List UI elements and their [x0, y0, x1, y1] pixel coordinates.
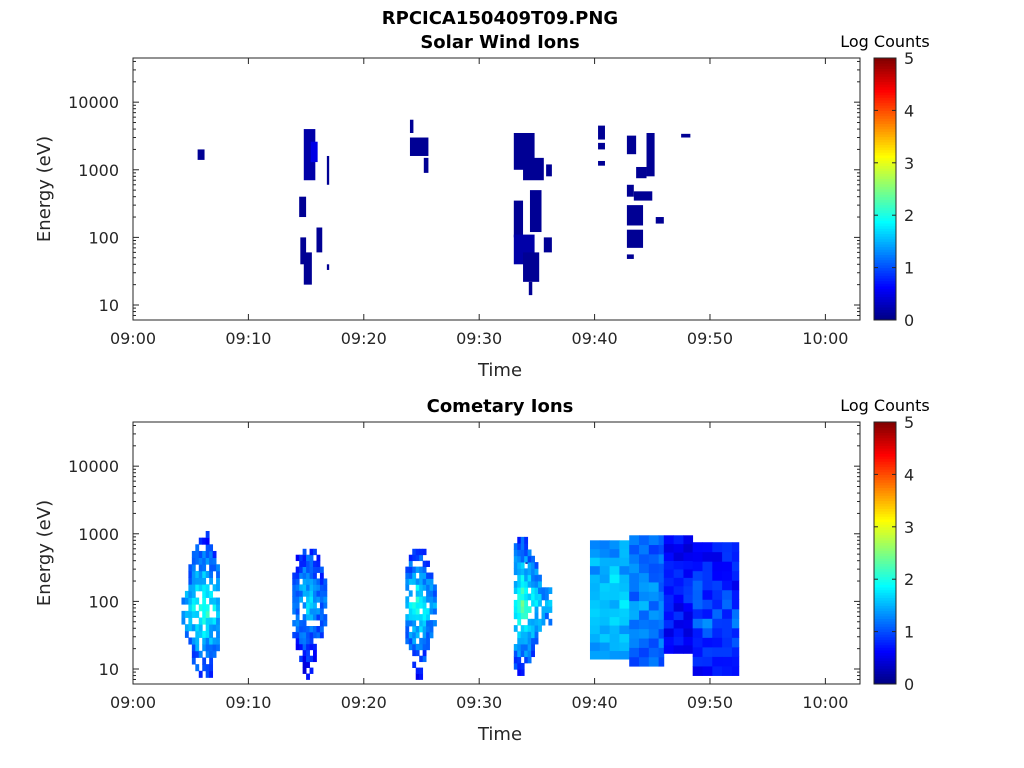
ion-burst	[292, 548, 328, 680]
data-cell	[681, 133, 691, 138]
x-axis-label: Time	[477, 360, 522, 381]
x-tick-label: 09:10	[225, 329, 271, 348]
data-cell	[523, 252, 540, 282]
data-cell	[598, 125, 605, 140]
x-tick-label: 09:40	[572, 329, 618, 348]
ion-block	[589, 540, 630, 660]
x-tick-label: 09:30	[456, 693, 502, 712]
y-axis-label: Energy (eV)	[34, 500, 55, 606]
data-cell	[598, 142, 605, 150]
x-tick-label: 09:00	[110, 693, 156, 712]
data-cell	[299, 196, 307, 218]
ion-block	[692, 542, 740, 676]
data-cell	[197, 149, 205, 160]
data-cell	[633, 191, 653, 201]
data-cell	[310, 141, 318, 163]
data-cell	[303, 252, 312, 285]
ion-burst	[181, 530, 220, 678]
data-cell	[626, 205, 644, 226]
colorbar-tick-label: 3	[904, 154, 914, 173]
data-cell	[528, 281, 533, 296]
x-tick-label: 09:50	[687, 693, 733, 712]
data-cell	[409, 119, 414, 133]
colorbar-tick-label: 4	[904, 465, 914, 484]
colorbar-tick-label: 3	[904, 518, 914, 537]
y-tick-label: 100	[88, 228, 119, 247]
y-tick-label: 10000	[68, 93, 119, 112]
data-cell	[655, 217, 664, 224]
colorbar-tick-label: 2	[904, 570, 914, 589]
x-tick-label: 09:00	[110, 329, 156, 348]
x-axis-label: Time	[477, 724, 522, 745]
data-cell	[326, 264, 330, 270]
y-tick-label: 1000	[78, 525, 119, 544]
data-cell	[523, 157, 544, 181]
colorbar-tick-label: 0	[904, 311, 914, 330]
x-tick-label: 09:20	[341, 693, 387, 712]
y-axis-label: Energy (eV)	[34, 136, 55, 242]
colorbar-tick-label: 1	[904, 623, 914, 642]
ion-burst	[405, 548, 437, 680]
ion-burst	[513, 536, 553, 676]
data-cell	[626, 229, 644, 248]
data-cell	[529, 190, 542, 233]
x-tick-label: 09:30	[456, 329, 502, 348]
y-tick-label: 1000	[78, 161, 119, 180]
data-cell	[626, 184, 634, 197]
plot-frame	[132, 421, 861, 685]
colorbar-tick-label: 5	[904, 49, 914, 68]
x-tick-label: 10:00	[802, 329, 848, 348]
data-cell	[316, 227, 323, 253]
solar-wind-panel: Solar Wind Ions 09:00 09:10 09:20 09:30 09:4…	[34, 32, 930, 381]
plot-frame	[132, 57, 861, 321]
data-cell	[543, 237, 552, 253]
colorbar	[873, 57, 897, 321]
data-cell	[626, 135, 637, 155]
cometary-ions-panel: Cometary Ions 09:00 09:10 09:20 09:30 09:40 0…	[34, 396, 930, 745]
y-tick-label: 10	[99, 296, 119, 315]
colorbar-label: Log Counts	[840, 396, 930, 415]
x-tick-label: 09:40	[572, 693, 618, 712]
data-cell	[409, 137, 429, 156]
x-tick-label: 10:00	[802, 693, 848, 712]
colorbar	[873, 421, 897, 685]
data-cell	[423, 157, 429, 173]
panel-title: Cometary Ions	[427, 396, 574, 417]
colorbar-tick-label: 0	[904, 675, 914, 694]
data-cell	[636, 166, 647, 179]
panel-title: Solar Wind Ions	[420, 32, 579, 53]
data-cell	[300, 237, 307, 265]
y-tick-label: 100	[88, 592, 119, 611]
data-cell	[326, 155, 330, 185]
x-tick-label: 09:10	[225, 693, 271, 712]
colorbar-tick-label: 4	[904, 101, 914, 120]
figure-title: RPCICA150409T09.PNG	[382, 8, 618, 29]
data-cell	[303, 129, 316, 181]
colorbar-label: Log Counts	[840, 32, 930, 51]
data-cell	[626, 254, 634, 259]
colorbar-tick-label: 5	[904, 413, 914, 432]
x-tick-label: 09:20	[341, 329, 387, 348]
ion-block	[663, 535, 694, 654]
y-tick-label: 10000	[68, 457, 119, 476]
ion-block	[629, 535, 665, 667]
data-cell	[646, 132, 655, 177]
colorbar-tick-label: 1	[904, 259, 914, 278]
y-tick-label: 10	[99, 660, 119, 679]
colorbar-tick-label: 2	[904, 206, 914, 225]
data-cell	[546, 164, 552, 177]
x-tick-label: 09:50	[687, 329, 733, 348]
data-cell	[513, 200, 524, 238]
data-cell	[598, 160, 605, 166]
